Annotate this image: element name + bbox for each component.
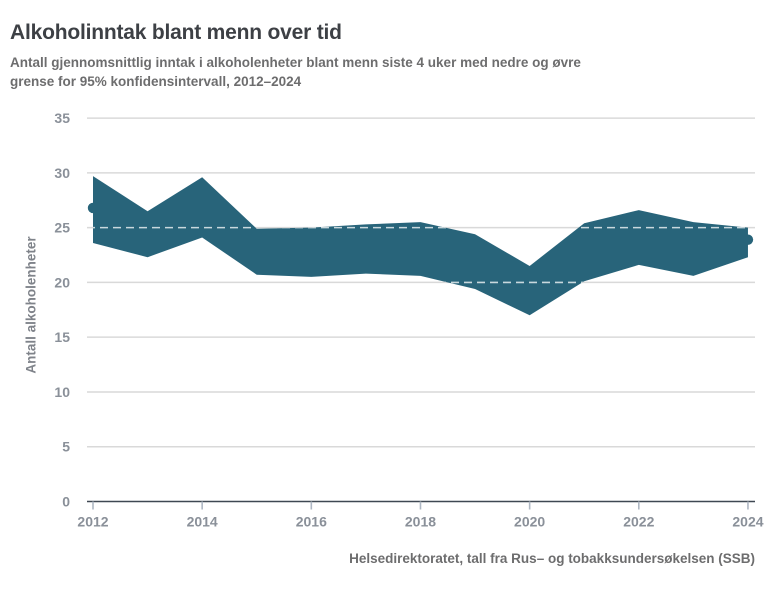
confidence-band	[93, 176, 748, 316]
y-tick-label: 5	[62, 439, 70, 455]
source-attribution: Helsedirektoratet, tall fra Rus– og toba…	[349, 551, 755, 566]
y-tick-label: 20	[54, 274, 70, 290]
chart-subtitle: Antall gjennomsnittlig inntak i alkohole…	[10, 53, 581, 91]
y-tick-label: 35	[54, 110, 70, 126]
x-tick-label: 2020	[514, 514, 545, 530]
x-tick-label: 2016	[296, 514, 327, 530]
x-tick-label: 2018	[405, 514, 436, 530]
x-tick-label: 2022	[623, 514, 654, 530]
data-point-marker	[87, 202, 99, 214]
chart-title: Alkoholinntak blant menn over tid	[10, 21, 342, 45]
chart-subtitle-line1: Antall gjennomsnittlig inntak i alkohole…	[10, 55, 581, 70]
y-tick-label: 25	[54, 220, 70, 236]
y-tick-label: 30	[54, 165, 70, 181]
x-tick-label: 2012	[77, 514, 108, 530]
y-tick-label: 0	[62, 494, 70, 510]
x-tick-label: 2024	[732, 514, 763, 530]
chart-subtitle-line2: grense for 95% konfidensintervall, 2012–…	[10, 74, 302, 89]
y-tick-label: 15	[54, 329, 70, 345]
y-tick-label: 10	[54, 384, 70, 400]
data-point-marker	[742, 234, 754, 245]
x-tick-label: 2014	[187, 514, 218, 530]
